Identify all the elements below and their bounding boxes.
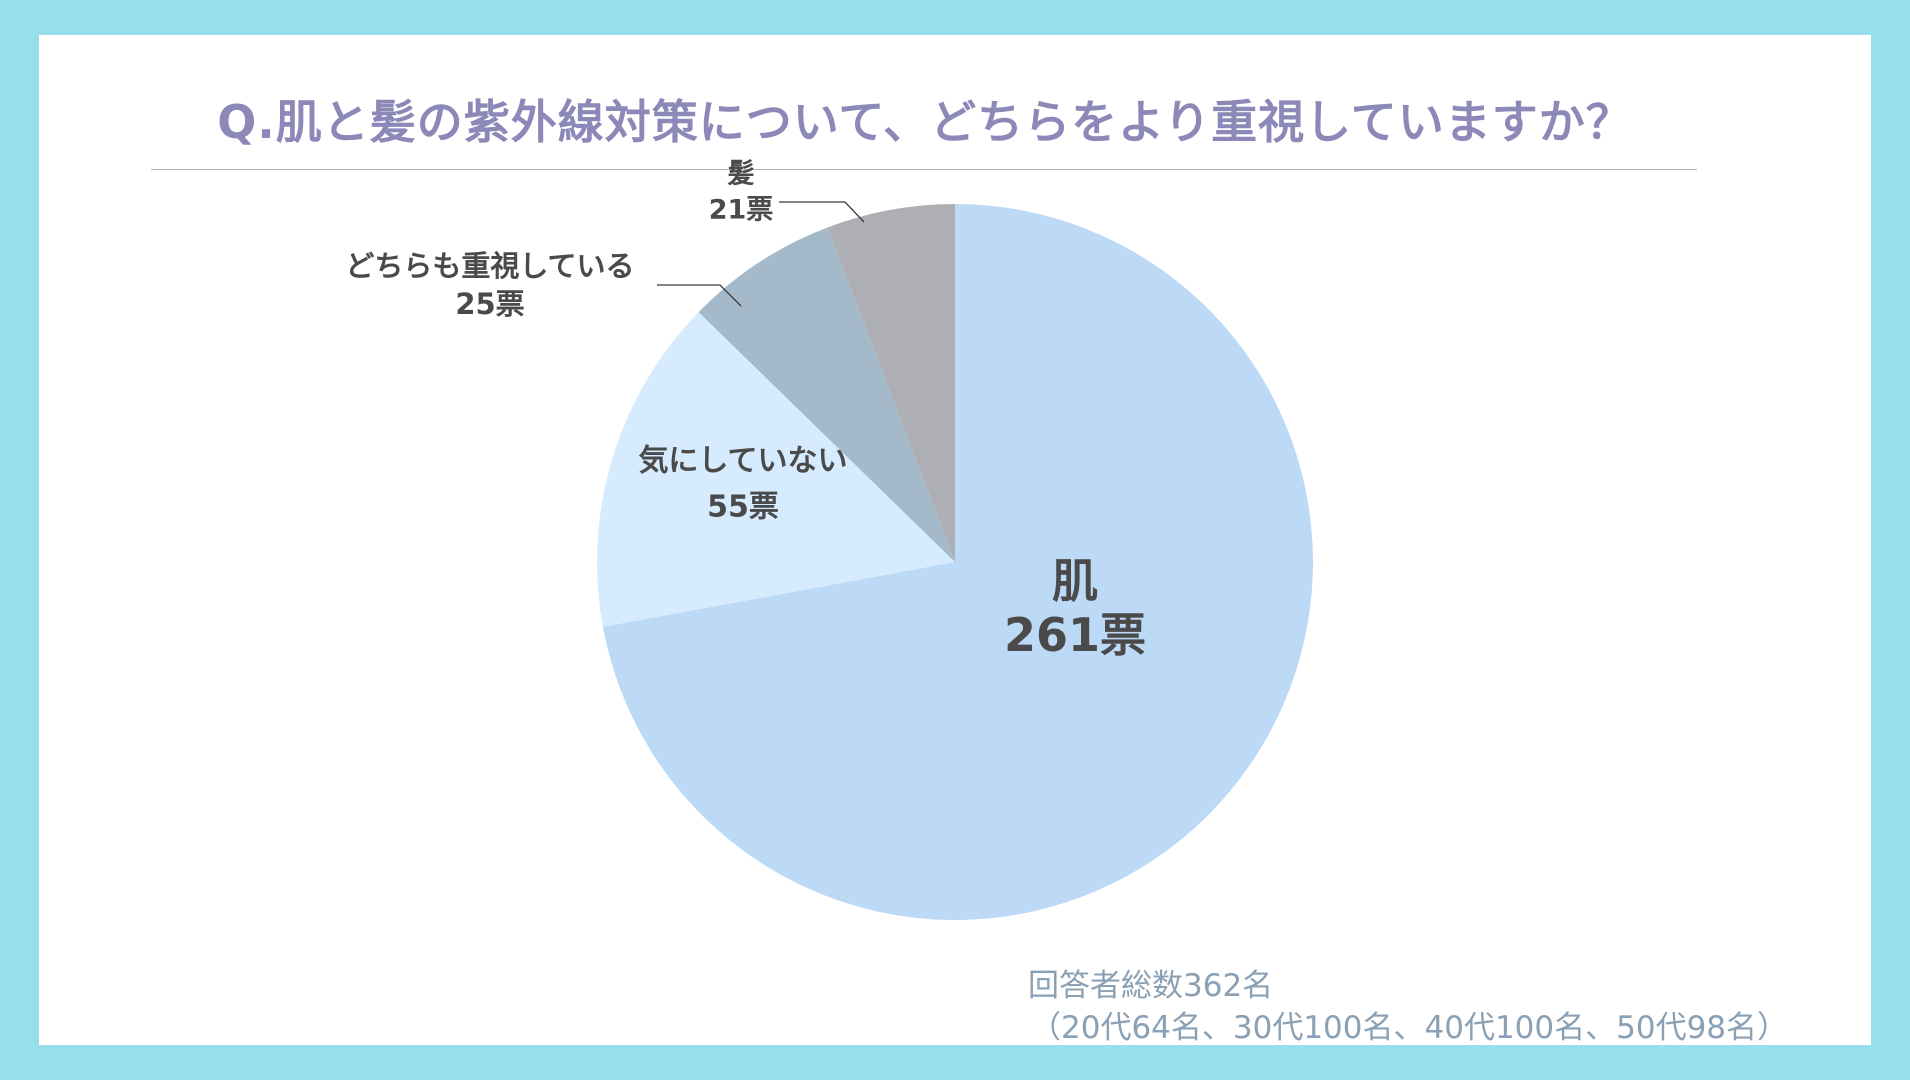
chart-title: Q.肌と髪の紫外線対策について、どちらをより重視していますか？: [217, 95, 1633, 149]
age-breakdown-note: （20代64名、30代100名、40代100名、50代98名）: [1030, 1010, 1789, 1046]
pie-slice-4: [827, 204, 955, 562]
leader-line: [657, 284, 742, 307]
total-respondents-note: 回答者総数362名: [1028, 968, 1274, 1004]
slice-value-label: 261票: [1004, 608, 1146, 662]
slice-value-label: 25票: [455, 287, 524, 321]
leader-lines: [657, 201, 865, 307]
pie-slice-2: [597, 312, 955, 627]
slice-value-label: 55票: [707, 490, 779, 525]
slice-name-label: 気にしていない: [638, 444, 847, 479]
title-divider: [151, 169, 1697, 170]
slice-name-label: どちらも重視している: [345, 249, 634, 283]
slice-name-label: 肌: [1052, 554, 1098, 608]
pie-slice-1: [602, 204, 1313, 920]
slice-name-label: 髪: [727, 158, 755, 189]
leader-line: [779, 201, 865, 223]
pie-slices: [597, 204, 1313, 920]
pie-slice-3: [698, 227, 955, 562]
slice-value-label: 21票: [709, 194, 774, 225]
